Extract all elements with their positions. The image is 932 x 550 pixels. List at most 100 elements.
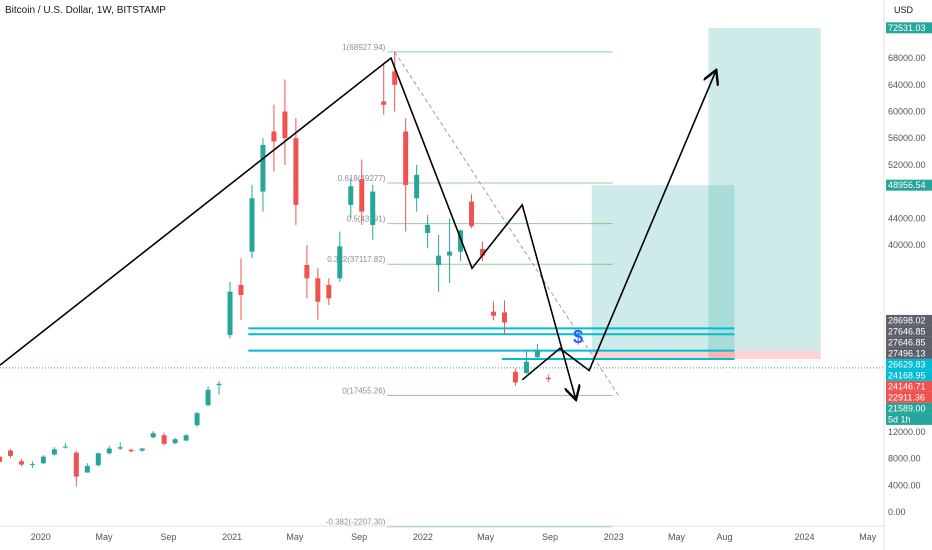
y-tick-label: 8000.00: [888, 454, 921, 464]
x-tick-label: Sep: [160, 532, 176, 542]
y-tick-label: 52000.00: [888, 160, 926, 170]
candle-body: [7, 450, 13, 456]
price-tag: [886, 402, 932, 414]
countdown-tag: [886, 413, 932, 425]
candle-body: [84, 465, 90, 473]
x-tick-label: May: [477, 532, 495, 542]
x-tick-label: May: [859, 532, 877, 542]
bearish-path: [0, 56, 576, 398]
stop-zone-2: [708, 350, 821, 360]
fib-level-label: -0.382(-2207.30): [326, 518, 386, 527]
zone-layer: [591, 27, 821, 360]
candle-body: [271, 131, 277, 142]
x-tick-label: 2023: [604, 532, 624, 542]
candle-body: [545, 377, 551, 380]
candle-body: [161, 435, 167, 444]
candle-body: [249, 198, 255, 252]
bullish-projection-path: [521, 71, 715, 381]
candle-body: [359, 179, 365, 212]
dollar-icon: $: [573, 327, 583, 347]
candle-body: [403, 131, 409, 185]
price-tag-label: 22911.36: [888, 392, 925, 402]
candle-body: [128, 449, 134, 452]
candle-body: [425, 224, 431, 233]
x-tick-label: May: [96, 532, 114, 542]
y-tick-label: 12000.00: [888, 427, 926, 437]
candle-body: [304, 264, 310, 279]
candle-body: [293, 138, 299, 205]
x-tick-label: 2021: [222, 532, 242, 542]
price-tag: [886, 380, 932, 392]
stop-zone-1: [591, 350, 735, 360]
candle-body: [326, 285, 332, 299]
y-tick-label: 64000.00: [888, 80, 926, 90]
price-tag-label: 27496.13: [888, 348, 926, 358]
candle-body: [62, 446, 68, 448]
candle-body: [282, 111, 288, 139]
y-tick-label: 68000.00: [888, 53, 926, 63]
price-tag: [886, 391, 932, 403]
candle-body: [490, 311, 496, 316]
candle-body: [480, 248, 486, 256]
candle-body: [348, 186, 354, 205]
candle-body: [392, 71, 398, 85]
candles-layer: [0, 52, 551, 487]
candle-body: [29, 463, 35, 465]
drawing-layer: $: [0, 56, 716, 398]
price-tag-label: 21589.00: [888, 403, 926, 413]
candle-body: [227, 291, 233, 336]
target-zone-2: [708, 27, 821, 351]
candle-body: [447, 251, 453, 256]
candle-body: [381, 101, 387, 105]
y-tick-label: 4000.00: [888, 480, 921, 490]
candle-body: [150, 433, 156, 438]
candle-body: [216, 383, 222, 386]
y-tick-label: 0.00: [888, 507, 906, 517]
candle-body: [414, 174, 420, 199]
support-layer: [0, 327, 884, 369]
candle-body: [436, 255, 442, 265]
candle-body: [183, 435, 189, 441]
chart-title: Bitcoin / U.S. Dollar, 1W, BITSTAMP: [5, 5, 166, 16]
candle-body: [469, 201, 475, 227]
price-tag-label: 26629.83: [888, 359, 926, 369]
price-tag-label: 28698.02: [888, 315, 926, 325]
price-tag: [886, 314, 932, 326]
candle-body: [194, 413, 200, 426]
candle-body: [534, 349, 540, 358]
fib-level-label: 0(17455.26): [342, 386, 385, 395]
x-tick-label: 2022: [413, 532, 433, 542]
y-tick-label: 40000.00: [888, 240, 926, 250]
fibonacci-layer: 1(68927.94)0.618(49277)0.5(43191)0.382(3…: [326, 43, 619, 528]
candle-body: [260, 144, 266, 192]
candle-body: [238, 285, 244, 296]
price-tag: [886, 336, 932, 348]
x-tick-label: May: [668, 532, 686, 542]
x-tick-label: May: [286, 532, 304, 542]
price-tag-label: 48956.54: [888, 180, 926, 190]
price-tag: [886, 22, 932, 34]
price-tag-label: 27646.85: [888, 337, 926, 347]
candle-body: [315, 278, 321, 302]
fib-level-label: 0.382(37117.82): [327, 255, 385, 264]
candle-body: [337, 246, 343, 279]
price-tag-label: 27646.85: [888, 326, 926, 336]
price-unit-label: USD: [894, 5, 914, 15]
y-tick-label: 60000.00: [888, 106, 926, 116]
price-tag: [886, 369, 932, 381]
price-tag: [886, 325, 932, 337]
price-tag-label: 24146.71: [888, 381, 926, 391]
candle-body: [95, 453, 101, 466]
candle-body: [172, 439, 178, 444]
candle-body: [106, 448, 112, 454]
countdown-tag-label: 5d 1h: [888, 414, 911, 424]
x-tick-label: Sep: [351, 532, 367, 542]
x-tick-label: Aug: [717, 532, 733, 542]
x-tick-label: Sep: [542, 532, 558, 542]
candle-body: [18, 461, 24, 465]
candle-body: [40, 456, 46, 464]
candle-body: [512, 371, 518, 383]
fib-level-label: 0.5(43191): [347, 215, 386, 224]
price-tag: [886, 179, 932, 191]
